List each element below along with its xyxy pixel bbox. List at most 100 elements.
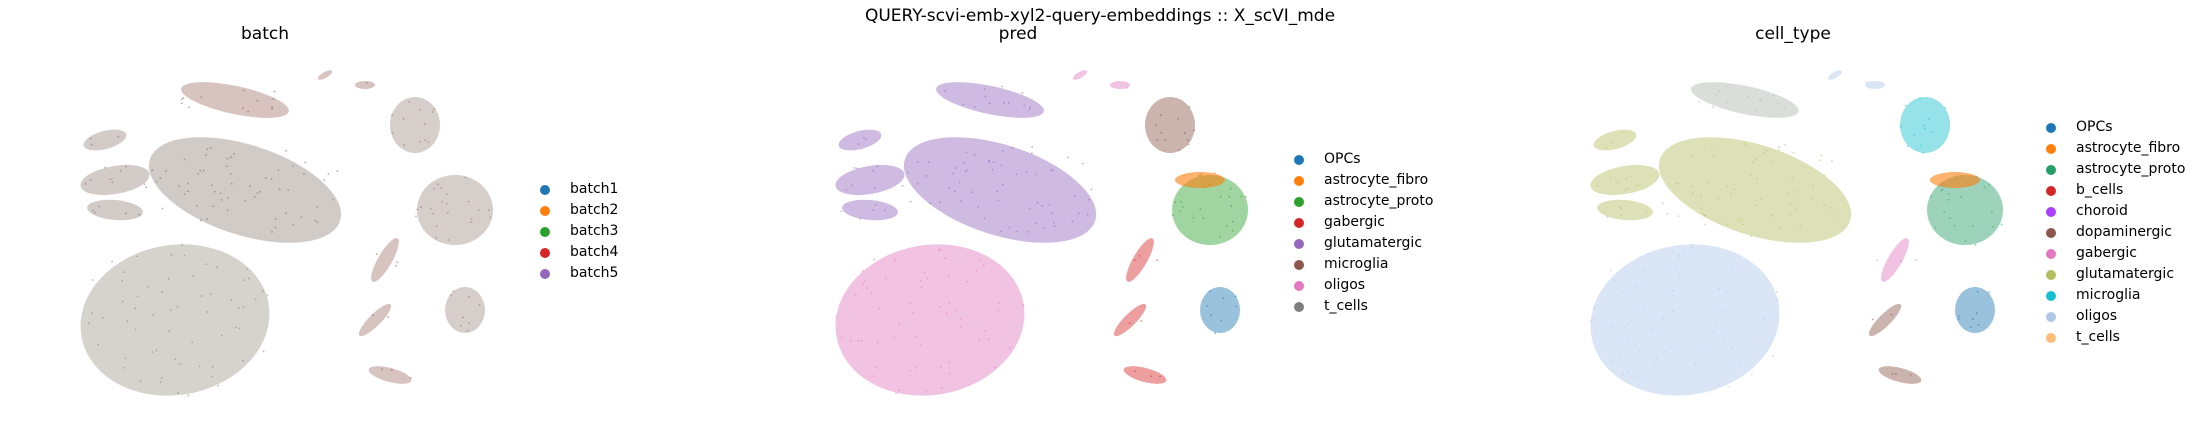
legend-entry: gabergic xyxy=(1294,212,1433,233)
cluster-pred-tr1 xyxy=(1145,97,1196,153)
legend-entry: astrocyte_fibro xyxy=(2046,138,2185,159)
legend-entry: b_cells xyxy=(2046,180,2185,201)
legend-marker xyxy=(2046,206,2056,217)
legend-label: glutamatergic xyxy=(2076,266,2175,282)
legend-entry: astrocyte_proto xyxy=(1294,191,1433,212)
legend-entry: OPCs xyxy=(2046,117,2185,138)
cluster-batch-strand2 xyxy=(358,303,392,337)
legend-label: t_cells xyxy=(2076,329,2120,345)
legend-entry: astrocyte_fibro xyxy=(1294,170,1433,191)
legend-entry: oligos xyxy=(2046,306,2185,327)
legend-batch: batch1 batch2 batch3 batch4 batch5 xyxy=(540,179,618,284)
cluster-batch-tr2 xyxy=(415,175,493,245)
cluster-celltype-strand2 xyxy=(1868,303,1902,337)
legend-entry: batch4 xyxy=(540,242,618,263)
cluster-batch-left3 xyxy=(83,129,127,151)
legend-label: gabergic xyxy=(2076,245,2137,261)
legend-marker xyxy=(2046,290,2056,301)
legend-label: microglia xyxy=(1324,256,1389,272)
legend-entry: oligos xyxy=(1294,275,1433,296)
cluster-pred-mid xyxy=(903,137,1097,243)
legend-marker xyxy=(1294,238,1304,249)
legend-marker xyxy=(2046,269,2056,280)
cluster-celltype-small1 xyxy=(1865,81,1885,89)
cluster-batch-left2 xyxy=(87,199,143,221)
legend-entry: OPCs xyxy=(1294,149,1433,170)
legend-marker xyxy=(2046,185,2056,196)
cluster-batch-tr1 xyxy=(390,97,440,153)
legend-label: t_cells xyxy=(1324,298,1368,314)
legend-entry: batch3 xyxy=(540,221,618,242)
panel-title-batch: batch xyxy=(241,24,289,44)
legend-marker xyxy=(2046,164,2056,175)
legend-marker xyxy=(2046,248,2056,259)
cluster-pred-topl xyxy=(936,82,1044,118)
cluster-batch-small2 xyxy=(317,70,333,80)
legend-marker xyxy=(2046,122,2056,133)
legend-label: OPCs xyxy=(2076,119,2113,135)
legend-label: oligos xyxy=(2076,308,2118,324)
legend-marker xyxy=(1294,196,1304,207)
cluster-celltype-astro-fibro xyxy=(1930,172,1980,188)
cluster-pred-left1 xyxy=(835,164,905,196)
legend-marker xyxy=(2046,227,2056,238)
cluster-batch-left1 xyxy=(80,164,150,196)
legend-label: batch5 xyxy=(570,265,619,281)
legend-marker xyxy=(1294,280,1304,291)
cluster-pred-small2 xyxy=(1072,70,1088,80)
legend-entry: glutamatergic xyxy=(2046,264,2185,285)
legend-entry: choroid xyxy=(2046,201,2185,222)
legend-entry: gabergic xyxy=(2046,243,2185,264)
legend-entry: dopaminergic xyxy=(2046,222,2185,243)
cluster-celltype-left1 xyxy=(1590,164,1660,196)
cluster-celltype-topl xyxy=(1691,82,1799,118)
legend-label: batch1 xyxy=(570,181,619,197)
legend-entry: glutamatergic xyxy=(1294,233,1433,254)
legend-label: microglia xyxy=(2076,287,2141,303)
legend-label: OPCs xyxy=(1324,151,1361,167)
cluster-pred-big xyxy=(835,244,1025,396)
legend-marker xyxy=(540,184,550,195)
panel-title-pred: pred xyxy=(998,24,1038,44)
legend-entry: microglia xyxy=(1294,254,1433,275)
legend-entry: batch1 xyxy=(540,179,618,200)
legend-label: glutamatergic xyxy=(1324,235,1423,251)
legend-label: oligos xyxy=(1324,277,1366,293)
legend-marker xyxy=(540,268,550,279)
cluster-batch-mid xyxy=(143,137,342,243)
legend-marker xyxy=(1294,259,1304,270)
cluster-batch-topl xyxy=(180,82,289,118)
legend-entry: astrocyte_proto xyxy=(2046,159,2185,180)
cluster-batch-strand3 xyxy=(368,366,412,384)
cluster-pred-br1 xyxy=(1200,287,1240,334)
cluster-celltype-left2 xyxy=(1597,199,1653,221)
cluster-pred-strand3 xyxy=(1123,366,1167,384)
cluster-pred-left2 xyxy=(840,199,898,221)
legend-marker xyxy=(540,205,550,216)
cluster-celltype-big xyxy=(1589,243,1780,396)
cluster-batch-small1 xyxy=(355,81,375,89)
legend-label: b_cells xyxy=(2076,182,2124,198)
legend-entry: t_cells xyxy=(1294,296,1433,317)
cluster-batch-br1 xyxy=(445,287,485,333)
legend-label: choroid xyxy=(2076,203,2128,219)
cluster-celltype-tr1 xyxy=(1899,97,1950,154)
legend-marker xyxy=(1294,154,1304,165)
cluster-pred-strand2 xyxy=(1113,303,1147,337)
legend-entry: batch2 xyxy=(540,200,618,221)
legend-label: astrocyte_proto xyxy=(2076,161,2186,177)
cluster-celltype-small2 xyxy=(1827,70,1843,80)
cluster-pred-astro-fibro xyxy=(1175,172,1225,188)
legend-marker xyxy=(540,247,550,258)
legend-marker xyxy=(1294,175,1304,186)
legend-marker xyxy=(1294,217,1304,228)
cluster-celltype-br1 xyxy=(1955,287,1995,333)
legend-label: batch2 xyxy=(570,202,619,218)
cluster-celltype-strand1 xyxy=(1876,238,1917,282)
legend-label: astrocyte_fibro xyxy=(2076,140,2181,156)
legend-cell-type: OPCs astrocyte_fibro astrocyte_proto b_cell… xyxy=(2046,117,2185,348)
cluster-celltype-left3 xyxy=(1593,129,1637,151)
legend-label: astrocyte_proto xyxy=(1324,193,1434,209)
legend-marker xyxy=(1294,301,1304,312)
